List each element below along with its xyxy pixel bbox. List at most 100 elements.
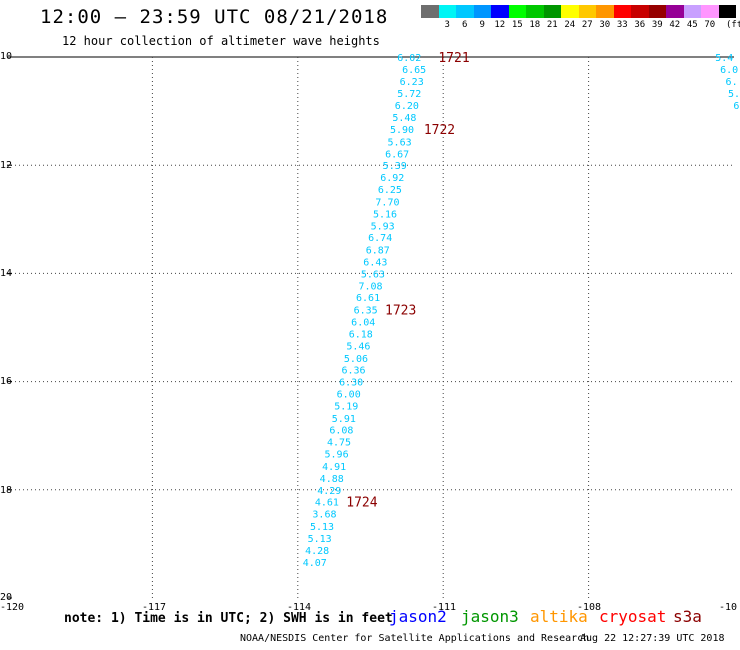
legend-swatch [473,5,491,18]
legend-swatch [683,5,701,18]
swh-value: 5.06 [344,354,368,365]
swh-value: 5.39 [383,161,407,172]
legend-swatch [596,5,614,18]
legend-label: 6 [462,20,468,30]
legend-label: 33 [616,20,628,30]
legend-label: 30 [599,20,611,30]
lat-label-16: 16 [0,376,13,387]
swh-value: 5.63 [361,269,385,280]
legend-label: 39 [651,20,663,30]
swh-value: 5. [728,89,740,100]
swh-value: 5.4 [715,53,733,64]
swh-value: 6.00 [337,390,361,401]
legend-label: 70 [704,20,716,30]
legend-label: 15 [511,20,523,30]
swh-value: 5.13 [310,522,334,533]
swh-value: 6.74 [368,233,392,244]
swh-value: 6.61 [356,293,380,304]
legend-labels: 3 6 9 12 15 18 21 24 27 30 33 36 39 42 45 70 [421,20,736,30]
legend-swatch [578,5,596,18]
swh-value: 5.96 [325,450,349,461]
swh-value: 6.25 [378,185,402,196]
map-title: 12:00 – 23:59 UTC 08/21/2018 [40,6,389,28]
swh-value: 6.30 [339,378,363,389]
legend-swatch [421,5,439,18]
swh-value: 4.07 [303,558,327,569]
lon-label-108: -108 [577,602,602,613]
legend-label: 3 [444,20,450,30]
legend-swatch [543,5,561,18]
legend-label: 42 [669,20,681,30]
footer-note: note: 1) Time is in UTC; 2) SWH is in fe… [64,611,393,626]
credit-line: NOAA/NESDIS Center for Satellite Applica… [240,633,590,644]
swh-value: 6.0 [720,65,738,76]
legend-swatch [666,5,684,18]
lon-label-120: -120 [0,602,25,613]
legend-swatch [631,5,649,18]
swh-value: 6.23 [400,77,424,88]
legend-swatch [648,5,666,18]
swh-value: 5.72 [397,89,421,100]
swh-value: 4.88 [320,474,344,485]
swh-value: 6 [733,101,739,112]
swh-value: 5.93 [371,221,395,232]
swh-value: 4.28 [305,546,329,557]
lon-label-111: -111 [432,602,457,613]
swh-value: 5.91 [332,414,356,425]
legend-label: 36 [634,20,646,30]
lon-label-105: -10 [719,602,738,613]
legend-swatch [438,5,456,18]
lat-label-12: 12 [0,160,13,171]
swh-value: 6.35 [354,306,378,317]
swh-value: 6.87 [366,246,390,257]
legend-swatch [508,5,526,18]
legend-label: 45 [686,20,698,30]
swh-value: 5.46 [346,341,370,352]
satellite-jason3: jason3 [461,607,519,626]
swh-value: 5.19 [334,401,358,412]
generated-timestamp: Aug 22 12:27:39 UTC 2018 [580,633,725,644]
swh-value: 6.43 [363,257,387,268]
swh-value: 6.08 [329,426,353,437]
swh-value: 6.65 [402,65,426,76]
legend-label: 12 [494,20,506,30]
pass-time-label: 1724 [346,496,377,511]
legend-swatch [456,5,474,18]
legend-swatch [613,5,631,18]
swh-value: 5.48 [392,113,416,124]
legend-swatches [421,5,736,18]
legend-label: 27 [581,20,593,30]
legend-swatch [526,5,544,18]
lon-label-114: -114 [287,602,312,613]
satellite-cryosat: cryosat [599,607,667,626]
swh-value: 3.68 [312,510,336,521]
swh-value: 6. [726,77,738,88]
pass-time-label: 1722 [424,123,455,138]
swh-value: 6.92 [380,173,404,184]
satellite-altika: altika [530,607,588,626]
legend-swatch [701,5,719,18]
swh-value: 6.67 [385,149,409,160]
legend-unit: (ft) [726,20,740,30]
swh-value: 5.90 [390,125,414,136]
pass-time-label: 1721 [438,51,469,66]
legend-swatch [491,5,509,18]
swh-value: 7.08 [358,281,382,292]
lon-label-117: -117 [142,602,167,613]
legend-label: 24 [564,20,576,30]
swh-value: 4.91 [322,462,346,473]
pass-time-label: 1723 [385,304,416,319]
swh-value: 6.36 [341,366,365,377]
lat-label-18: 18 [0,485,13,496]
swh-value: 4.29 [317,486,341,497]
swh-value: 7.70 [375,197,399,208]
swh-value: 6.02 [397,53,421,64]
legend-label: 18 [529,20,541,30]
swh-value: 5.63 [388,137,412,148]
legend-label: 21 [546,20,558,30]
legend-swatch [561,5,579,18]
lat-label-20: 20 [0,592,13,603]
lat-label-14: 14 [0,268,13,279]
